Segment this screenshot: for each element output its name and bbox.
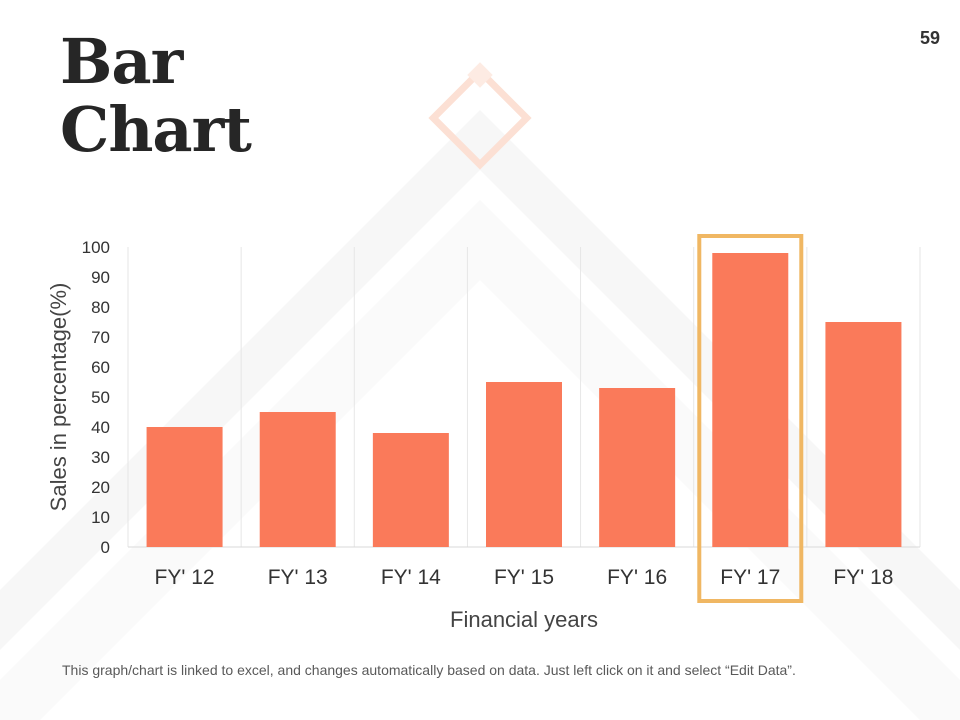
y-tick-label: 0 [101, 538, 110, 557]
x-axis-title: Financial years [450, 607, 598, 632]
x-tick-label: FY' 13 [268, 566, 328, 589]
highlight-box [697, 234, 804, 603]
y-tick-label: 60 [91, 358, 110, 377]
page-number: 59 [919, 28, 940, 48]
slide-title-line-2: Chart [60, 93, 252, 166]
bar[interactable] [486, 382, 562, 547]
y-tick-label: 100 [82, 238, 110, 257]
x-tick-label: FY' 12 [155, 566, 215, 589]
slide-title: Bar Chart [60, 25, 252, 166]
bar[interactable] [146, 427, 223, 547]
x-tick-label: FY' 17 [720, 566, 780, 589]
x-tick-label: FY' 14 [381, 566, 441, 589]
x-tick-label: FY' 15 [494, 566, 554, 589]
bar[interactable] [259, 412, 336, 547]
y-tick-label: 50 [91, 388, 110, 407]
y-tick-label: 40 [91, 418, 110, 437]
bar[interactable] [712, 253, 789, 547]
bar[interactable] [825, 322, 902, 547]
y-tick-label: 10 [91, 508, 110, 527]
y-tick-label: 70 [91, 328, 110, 347]
y-axis-title: Sales in percentage(%) [46, 283, 71, 512]
bar[interactable] [599, 388, 676, 547]
x-tick-label: FY' 18 [833, 566, 893, 589]
bar[interactable] [372, 433, 449, 547]
x-tick-label: FY' 16 [607, 566, 667, 589]
footnote: This graph/chart is linked to excel, and… [62, 662, 796, 678]
y-tick-label: 20 [91, 478, 110, 497]
slide-title-line-1: Bar [60, 25, 183, 98]
y-tick-label: 80 [91, 298, 110, 317]
y-tick-label: 30 [91, 448, 110, 467]
y-tick-label: 90 [91, 268, 110, 287]
